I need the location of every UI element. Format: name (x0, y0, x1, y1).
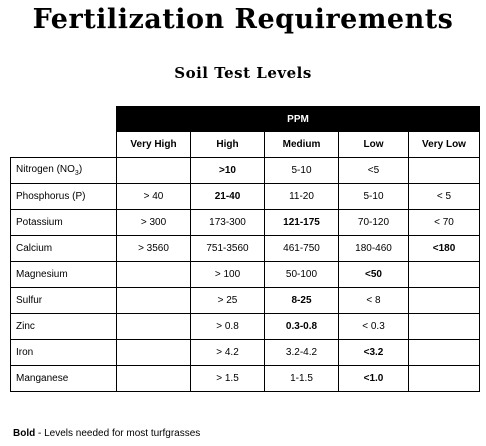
row-label: Phosphorus (P) (10, 183, 117, 210)
table-cell: > 0.8 (190, 313, 265, 340)
row-label: Magnesium (10, 261, 117, 288)
table-cell (116, 313, 191, 340)
table-cell: > 25 (190, 287, 265, 314)
column-header: Medium (264, 131, 339, 158)
table-cell: <3.2 (338, 339, 409, 366)
table-cell: 8-25 (264, 287, 339, 314)
table-cell (116, 339, 191, 366)
table-cell: 70-120 (338, 209, 409, 236)
table-row: Sulfur > 25 8-25 < 8 (10, 287, 480, 314)
table-cell: 5-10 (338, 183, 409, 210)
table-row: Iron > 4.2 3.2-4.2 <3.2 (10, 339, 480, 366)
table-cell (116, 157, 191, 184)
ppm-header: PPM (116, 106, 480, 132)
table-cell: <50 (338, 261, 409, 288)
soil-test-table: PPM Very High High Medium Low Very Low N… (10, 106, 480, 392)
footnote-bold: Bold (13, 428, 36, 439)
table-row: Magnesium > 100 50-100 <50 (10, 261, 480, 288)
row-label: Manganese (10, 365, 117, 392)
table-cell: > 3560 (116, 235, 191, 262)
table-cell: > 1.5 (190, 365, 265, 392)
row-label: Sulfur (10, 287, 117, 314)
table-cell: 50-100 (264, 261, 339, 288)
table-cell: < 0.3 (338, 313, 409, 340)
row-label: Calcium (10, 235, 117, 262)
table-cell: 180-460 (338, 235, 409, 262)
row-label: Iron (10, 339, 117, 366)
table-cell: 1-1.5 (264, 365, 339, 392)
table-cell: 0.3-0.8 (264, 313, 339, 340)
table-cell: 3.2-4.2 (264, 339, 339, 366)
table-cell: <180 (408, 235, 480, 262)
row-label: Potassium (10, 209, 117, 236)
table-row: Manganese > 1.5 1-1.5 <1.0 (10, 365, 480, 392)
table-cell: 173-300 (190, 209, 265, 236)
table-cell: >10 (190, 157, 265, 184)
column-header: High (190, 131, 265, 158)
table-cell (116, 287, 191, 314)
table-cell: < 5 (408, 183, 480, 210)
table-cell (116, 365, 191, 392)
table-row: Potassium > 300 173-300 121-175 70-120 <… (10, 209, 480, 236)
column-header: Very High (116, 131, 191, 158)
column-header: Low (338, 131, 409, 158)
table-cell (408, 365, 480, 392)
table-cell: 5-10 (264, 157, 339, 184)
footnote: Bold - Levels needed for most turfgrasse… (13, 428, 200, 439)
table-cell: <1.0 (338, 365, 409, 392)
table-cell: 461-750 (264, 235, 339, 262)
table-cell (408, 313, 480, 340)
table-cell: 11-20 (264, 183, 339, 210)
table-cell (408, 287, 480, 314)
table-cell: < 8 (338, 287, 409, 314)
page-subtitle: Soil Test Levels (174, 64, 312, 82)
table-cell: <5 (338, 157, 409, 184)
table-row: Phosphorus (P) > 40 21-40 11-20 5-10 < 5 (10, 183, 480, 210)
table-row: Nitrogen (NO3) >10 5-10 <5 (10, 157, 480, 184)
footnote-text: - Levels needed for most turfgrasses (35, 428, 201, 439)
column-header: Very Low (408, 131, 480, 158)
table-cell (408, 339, 480, 366)
table-cell (116, 261, 191, 288)
table-row: Zinc > 0.8 0.3-0.8 < 0.3 (10, 313, 480, 340)
table-cell: < 70 (408, 209, 480, 236)
table-cell: > 300 (116, 209, 191, 236)
table-cell: > 100 (190, 261, 265, 288)
table-cell: > 4.2 (190, 339, 265, 366)
table-row: Calcium > 3560 751-3560 461-750 180-460 … (10, 235, 480, 262)
table-cell (408, 157, 480, 184)
table-cell: 21-40 (190, 183, 265, 210)
table-cell: 121-175 (264, 209, 339, 236)
table-cell (408, 261, 480, 288)
table-cell: > 40 (116, 183, 191, 210)
row-label: Zinc (10, 313, 117, 340)
table-cell: 751-3560 (190, 235, 265, 262)
page-title: Fertilization Requirements (32, 4, 454, 35)
row-label: Nitrogen (NO3) (10, 157, 117, 184)
